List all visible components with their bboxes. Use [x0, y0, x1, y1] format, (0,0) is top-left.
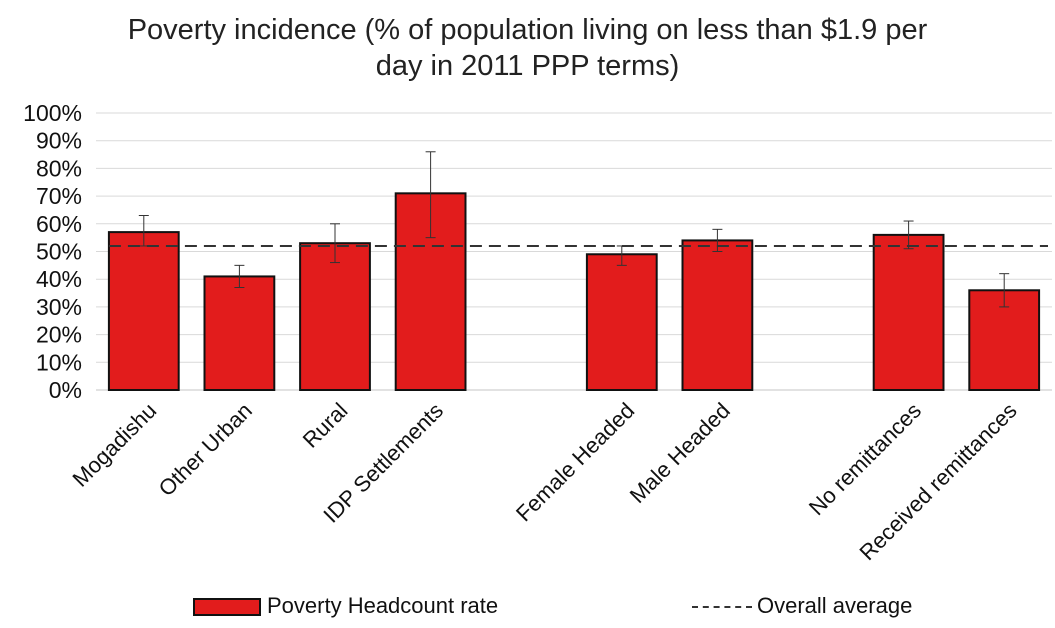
x-category-label: Female Headed: [511, 398, 639, 526]
y-tick-label: 40%: [36, 266, 82, 292]
bar: [299, 242, 371, 391]
legend-bar-swatch: [193, 598, 261, 616]
legend-line-label: Overall average: [757, 593, 913, 618]
y-tick-label: 80%: [36, 155, 82, 181]
bar: [203, 275, 276, 391]
bar: [681, 239, 754, 391]
bar: [585, 253, 658, 391]
x-category-label: Male Headed: [625, 398, 735, 508]
y-tick-label: 30%: [36, 294, 82, 320]
legend-dashed-line: [692, 606, 752, 608]
y-tick-label: 50%: [36, 239, 82, 265]
chart-title-line-2: day in 2011 PPP terms): [375, 50, 680, 82]
x-category-label: Mogadishu: [68, 398, 162, 492]
y-tick-label: 60%: [36, 211, 82, 237]
y-tick-label: 70%: [36, 183, 82, 209]
y-tick-label: 20%: [36, 322, 82, 348]
y-tick-label: 100%: [23, 100, 82, 126]
chart-title-line-1: Poverty incidence (% of population livin…: [127, 14, 928, 46]
legend-bar-label: Poverty Headcount rate: [267, 593, 499, 618]
bar: [872, 233, 945, 391]
x-category-label: Received remittances: [854, 398, 1021, 565]
x-category-label: Other Urban: [154, 398, 257, 501]
y-tick-label: 10%: [36, 349, 82, 375]
x-category-label: Rural: [298, 398, 353, 453]
bar: [107, 231, 180, 391]
y-tick-label: 0%: [49, 377, 82, 403]
y-tick-label: 90%: [36, 128, 82, 154]
